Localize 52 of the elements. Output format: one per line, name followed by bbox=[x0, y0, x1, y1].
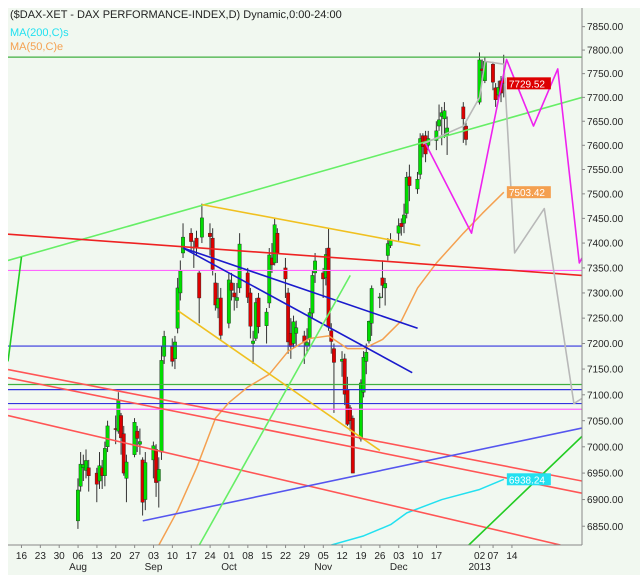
x-tick-label: 17 bbox=[430, 551, 442, 562]
y-tick-label: 7250.00 bbox=[587, 314, 624, 325]
x-tick-label: 17 bbox=[186, 551, 198, 562]
x-tick-label: 15 bbox=[261, 551, 273, 562]
x-tick-label: 16 bbox=[16, 551, 28, 562]
y-tick-label: 7100.00 bbox=[587, 390, 624, 402]
x-tick-label: 26 bbox=[374, 551, 386, 562]
y-tick-label: 7700.00 bbox=[587, 92, 624, 104]
x-tick-label: 19 bbox=[355, 551, 368, 562]
y-tick-label: 7750.00 bbox=[587, 69, 624, 80]
y-tick-label: 7600.00 bbox=[587, 140, 624, 152]
annotation: 7729.52 bbox=[508, 79, 546, 90]
x-tick-label: 30 bbox=[54, 551, 66, 562]
y-tick-label: 7650.00 bbox=[587, 116, 624, 128]
x-tick-label: 22 bbox=[280, 551, 292, 562]
x-tick-label: 08 bbox=[242, 551, 254, 562]
x-tick-label: 01 Oct bbox=[221, 551, 237, 573]
x-tick-label: 07 bbox=[488, 551, 500, 562]
y-tick-label: 7800.00 bbox=[587, 46, 624, 57]
y-tick-label: 7050.00 bbox=[587, 416, 624, 428]
y-tick-label: 7000.00 bbox=[587, 442, 624, 454]
text: MA(50,C)e bbox=[10, 40, 64, 54]
x-tick-label: 10 bbox=[166, 551, 178, 562]
x-tick-label: 03 Sep bbox=[144, 551, 163, 573]
x-tick-label: 03 Dec bbox=[390, 551, 408, 573]
y-tick-label: 7850.00 bbox=[587, 22, 624, 34]
y-tick-label: 7500.00 bbox=[587, 189, 624, 200]
chart-title: ($DAX-XET - DAX PERFORMANCE-INDEX,D) Dynamic,0:00-24:00 bbox=[10, 9, 342, 21]
y-tick-label: 6850.00 bbox=[587, 522, 624, 533]
y-tick-label: 6900.00 bbox=[587, 495, 624, 506]
x-tick-label: 14 bbox=[506, 551, 518, 562]
x-tick-label: 29 bbox=[298, 551, 310, 562]
y-tick-label: 7400.00 bbox=[587, 238, 624, 250]
y-tick-label: 7300.00 bbox=[587, 288, 624, 300]
x-tick-label: 06 Aug bbox=[69, 551, 87, 573]
y-tick-label: 7550.00 bbox=[587, 165, 624, 176]
x-tick-label: 23 bbox=[34, 551, 46, 562]
y-tick-label: 6950.00 bbox=[587, 468, 624, 480]
annotation: 6938.24 bbox=[508, 475, 546, 486]
y-tick-label: 7200.00 bbox=[587, 339, 624, 350]
x-tick-label: 10 bbox=[412, 551, 424, 562]
x-tick-label: 20 bbox=[110, 551, 122, 562]
y-tick-label: 7450.00 bbox=[587, 214, 624, 225]
x-tick-label: 13 bbox=[91, 551, 103, 562]
x-tick-label: 24 bbox=[204, 551, 216, 562]
x-tick-label: 05 Nov bbox=[314, 551, 332, 573]
x-tick-label: 12 bbox=[336, 551, 348, 562]
annotation: 7503.42 bbox=[508, 188, 546, 200]
y-tick-label: 7150.00 bbox=[587, 364, 624, 376]
x-tick-label: 27 bbox=[129, 551, 141, 562]
y-tick-label: 7350.00 bbox=[587, 263, 624, 274]
text: MA(200,C)s bbox=[10, 26, 69, 40]
